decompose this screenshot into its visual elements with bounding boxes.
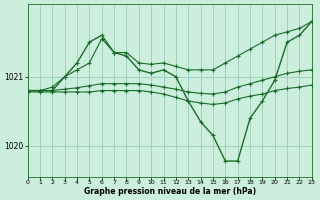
X-axis label: Graphe pression niveau de la mer (hPa): Graphe pression niveau de la mer (hPa) [84,187,256,196]
